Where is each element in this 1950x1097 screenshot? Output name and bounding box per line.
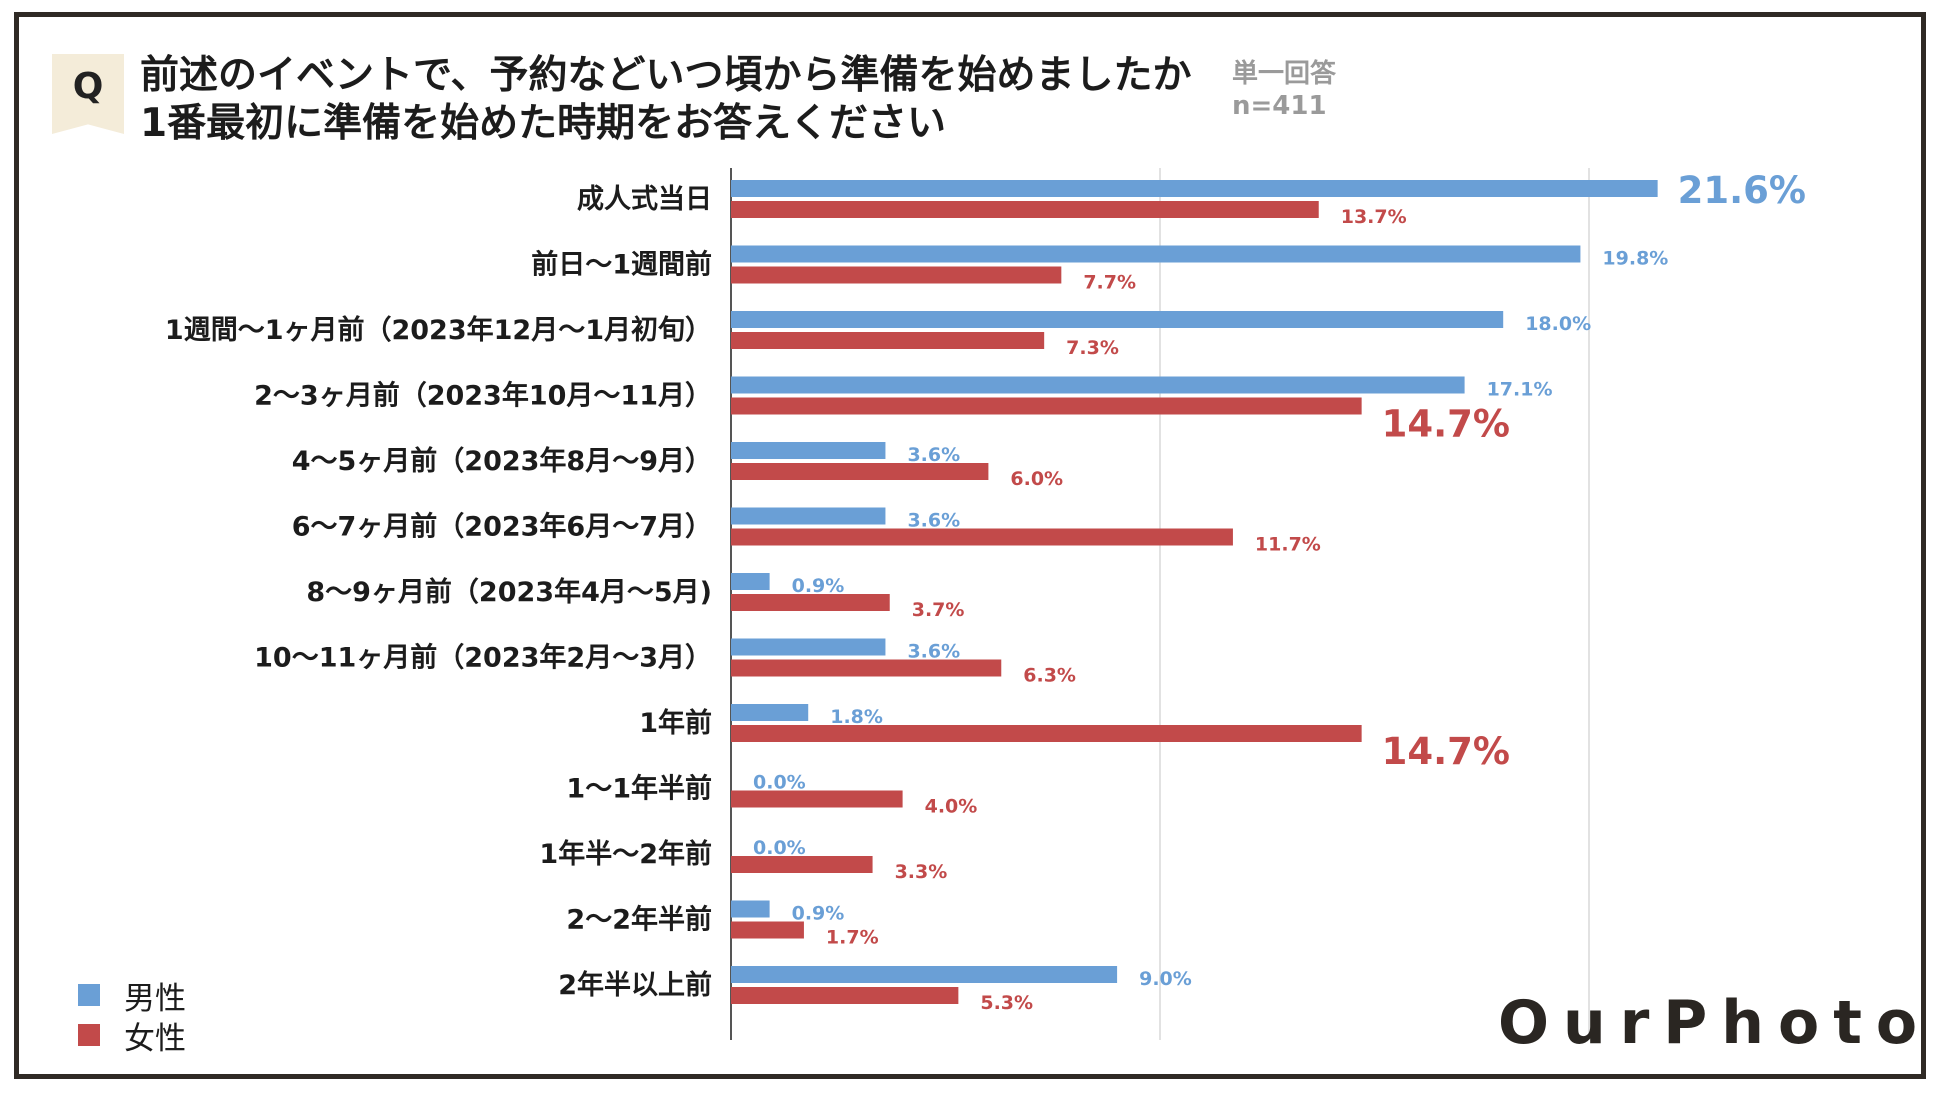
value-label-female-0: 13.7% xyxy=(1341,206,1407,228)
value-label-female-11: 1.7% xyxy=(826,927,879,949)
bar-male-5 xyxy=(731,507,886,525)
value-label-female-9: 4.0% xyxy=(925,796,978,818)
value-label-female-6: 3.7% xyxy=(912,599,965,621)
sample-size: n=411 xyxy=(1232,91,1327,121)
ourphoto-logo: OurPhoto xyxy=(1498,988,1932,1058)
category-label-1: 前日〜1週間前 xyxy=(531,249,712,281)
bar-female-8 xyxy=(731,725,1362,742)
value-label-male-12: 9.0% xyxy=(1139,968,1192,990)
legend-swatch-female xyxy=(78,1024,100,1046)
value-label-female-12: 5.3% xyxy=(980,992,1033,1014)
bar-female-4 xyxy=(731,463,989,480)
bar-female-1 xyxy=(731,266,1062,284)
bar-female-11 xyxy=(731,921,804,939)
bar-male-7 xyxy=(731,638,886,656)
category-label-8: 1年前 xyxy=(639,707,712,739)
bar-male-3 xyxy=(731,376,1465,394)
value-label-female-10: 3.3% xyxy=(895,861,948,883)
legend: 男性 女性 xyxy=(78,975,186,1057)
value-label-male-2: 18.0% xyxy=(1525,313,1591,335)
category-label-6: 8〜9ヶ月前（2023年4月〜5月) xyxy=(306,576,712,608)
value-label-male-10: 0.0% xyxy=(753,837,806,859)
legend-item-male: 男性 xyxy=(78,975,186,1017)
bar-male-4 xyxy=(731,442,886,459)
bar-female-2 xyxy=(731,332,1045,349)
value-label-female-3: 14.7% xyxy=(1382,403,1510,446)
value-label-male-11: 0.9% xyxy=(792,903,845,925)
question-badge: Q xyxy=(52,54,124,134)
bar-male-12 xyxy=(731,966,1118,983)
value-label-male-4: 3.6% xyxy=(907,444,960,466)
bar-female-6 xyxy=(731,594,890,611)
value-label-male-7: 3.6% xyxy=(907,641,960,663)
bar-male-6 xyxy=(731,573,770,590)
value-label-male-5: 3.6% xyxy=(907,510,960,532)
chart-title: 前述のイベントで、予約などいつ頃から準備を始めましたか 1番最初に準備を始めた時… xyxy=(140,52,1191,148)
category-label-2: 1週間〜1ヶ月前（2023年12月〜1月初旬） xyxy=(165,314,712,346)
category-label-3: 2〜3ヶ月前（2023年10月〜11月） xyxy=(254,380,712,412)
value-label-female-4: 6.0% xyxy=(1010,468,1063,490)
bar-male-8 xyxy=(731,704,809,721)
answer-type: 単一回答 xyxy=(1232,59,1337,89)
chart-title-line2: 1番最初に準備を始めた時期をお答えください xyxy=(140,101,946,146)
value-label-female-1: 7.7% xyxy=(1083,272,1136,294)
bar-female-3 xyxy=(731,397,1362,415)
legend-label-male: 男性 xyxy=(124,980,186,1017)
value-label-male-6: 0.9% xyxy=(792,575,845,597)
bar-female-0 xyxy=(731,201,1319,218)
category-label-5: 6〜7ヶ月前（2023年6月〜7月） xyxy=(292,511,712,543)
bar-male-2 xyxy=(731,311,1504,328)
bar-female-12 xyxy=(731,987,959,1004)
category-label-0: 成人式当日 xyxy=(577,184,712,215)
bar-female-10 xyxy=(731,856,873,873)
value-label-male-0: 21.6% xyxy=(1678,169,1806,212)
value-label-male-1: 19.8% xyxy=(1602,248,1668,270)
bar-male-1 xyxy=(731,245,1581,263)
value-label-male-8: 1.8% xyxy=(830,706,883,728)
value-label-female-7: 6.3% xyxy=(1023,665,1076,687)
category-label-7: 10〜11ヶ月前（2023年2月〜3月） xyxy=(254,642,712,674)
bar-male-0 xyxy=(731,180,1658,197)
bar-male-11 xyxy=(731,900,770,918)
bar-female-9 xyxy=(731,790,903,808)
category-label-11: 2〜2年半前 xyxy=(566,904,712,936)
bar-female-7 xyxy=(731,659,1002,677)
value-label-female-8: 14.7% xyxy=(1382,730,1510,773)
legend-label-female: 女性 xyxy=(124,1020,186,1057)
category-label-4: 4〜5ヶ月前（2023年8月〜9月） xyxy=(292,445,712,477)
survey-meta: 単一回答 n=411 xyxy=(1232,58,1336,122)
value-label-female-2: 7.3% xyxy=(1066,337,1119,359)
category-label-9: 1〜1年半前 xyxy=(566,773,712,805)
category-label-10: 1年半〜2年前 xyxy=(539,838,712,870)
chart-title-line1: 前述のイベントで、予約などいつ頃から準備を始めましたか xyxy=(140,53,1192,98)
legend-item-female: 女性 xyxy=(78,1015,186,1057)
bar-female-5 xyxy=(731,528,1233,546)
value-label-female-5: 11.7% xyxy=(1255,534,1321,556)
value-label-male-3: 17.1% xyxy=(1487,379,1553,401)
question-badge-label: Q xyxy=(72,66,104,107)
category-label-12: 2年半以上前 xyxy=(558,969,712,1001)
value-label-male-9: 0.0% xyxy=(753,772,806,794)
legend-swatch-male xyxy=(78,984,100,1006)
